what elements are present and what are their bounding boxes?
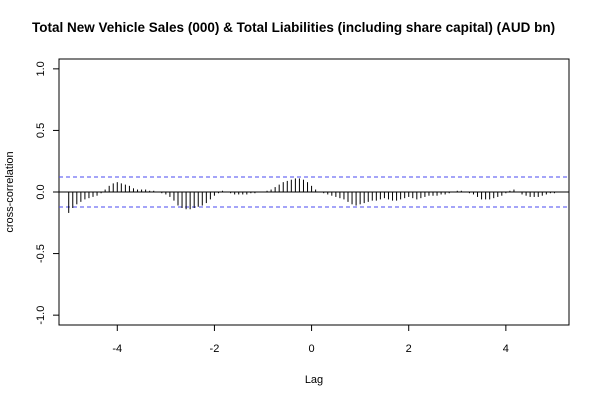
x-tick-label: -2 bbox=[210, 343, 220, 355]
x-axis-title: Lag bbox=[305, 374, 323, 386]
y-tick-label: -1.0 bbox=[35, 306, 47, 325]
confidence-bounds bbox=[59, 176, 569, 208]
y-tick-label: 0.5 bbox=[35, 123, 47, 138]
chart-title: Total New Vehicle Sales (000) & Total Li… bbox=[32, 20, 555, 35]
x-tick-label: 0 bbox=[309, 343, 315, 355]
x-axis: -4 -2 0 2 4 bbox=[112, 325, 509, 355]
y-tick-label: 0.0 bbox=[35, 184, 47, 199]
y-tick-label: 1.0 bbox=[35, 61, 47, 76]
y-axis: -1.0 -0.5 0.0 0.5 1.0 bbox=[35, 61, 59, 325]
x-tick-label: 2 bbox=[406, 343, 412, 355]
x-tick-label: 4 bbox=[503, 343, 509, 355]
correlation-bars bbox=[68, 178, 555, 213]
y-axis-title: cross-correlation bbox=[4, 151, 16, 232]
y-tick-label: -0.5 bbox=[35, 244, 47, 263]
x-tick-label: -4 bbox=[112, 343, 122, 355]
